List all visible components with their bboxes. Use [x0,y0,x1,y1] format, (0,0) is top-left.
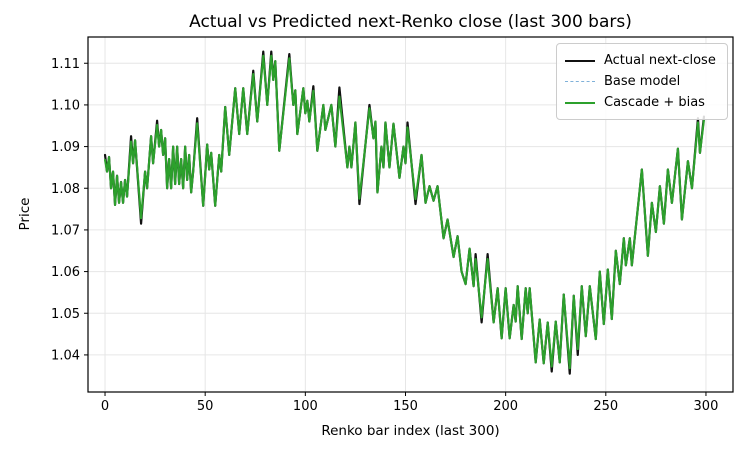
x-tick-label: 150 [393,399,418,414]
legend-item: Base model [565,71,719,92]
y-tick-label: 1.06 [51,265,80,280]
y-tick-label: 1.05 [51,307,80,322]
x-tick-label: 100 [293,399,318,414]
y-tick-label: 1.10 [51,98,80,113]
y-tick-label: 1.04 [51,348,80,363]
x-tick-label: 250 [593,399,618,414]
plot-border [87,36,734,393]
y-tick-label: 1.09 [51,140,80,155]
legend: Actual next-close Base model Cascade + bia… [556,43,728,120]
y-tick-label: 1.07 [51,223,80,238]
legend-label: Cascade + bias [604,95,705,110]
x-tick-label: 300 [694,399,719,414]
legend-item: Actual next-close [565,50,719,71]
legend-line-swatch-solid [565,59,595,62]
legend-label: Actual next-close [604,53,716,68]
chart-title: Actual vs Predicted next-Renko close (la… [189,12,632,32]
legend-line-swatch-dashed [565,81,595,82]
legend-item: Cascade + bias [565,92,719,113]
y-tick-label: 1.08 [51,182,80,197]
x-axis-label: Renko bar index (last 300) [321,423,500,439]
legend-line-swatch-solid [565,101,595,104]
x-tick-label: 0 [101,399,109,414]
x-tick-label: 200 [493,399,518,414]
x-tick-label: 50 [197,399,214,414]
y-axis-label: Price [17,197,33,231]
series-line-cascade-bias [103,54,706,370]
y-tick-label: 1.11 [51,57,80,72]
legend-label: Base model [604,74,681,89]
